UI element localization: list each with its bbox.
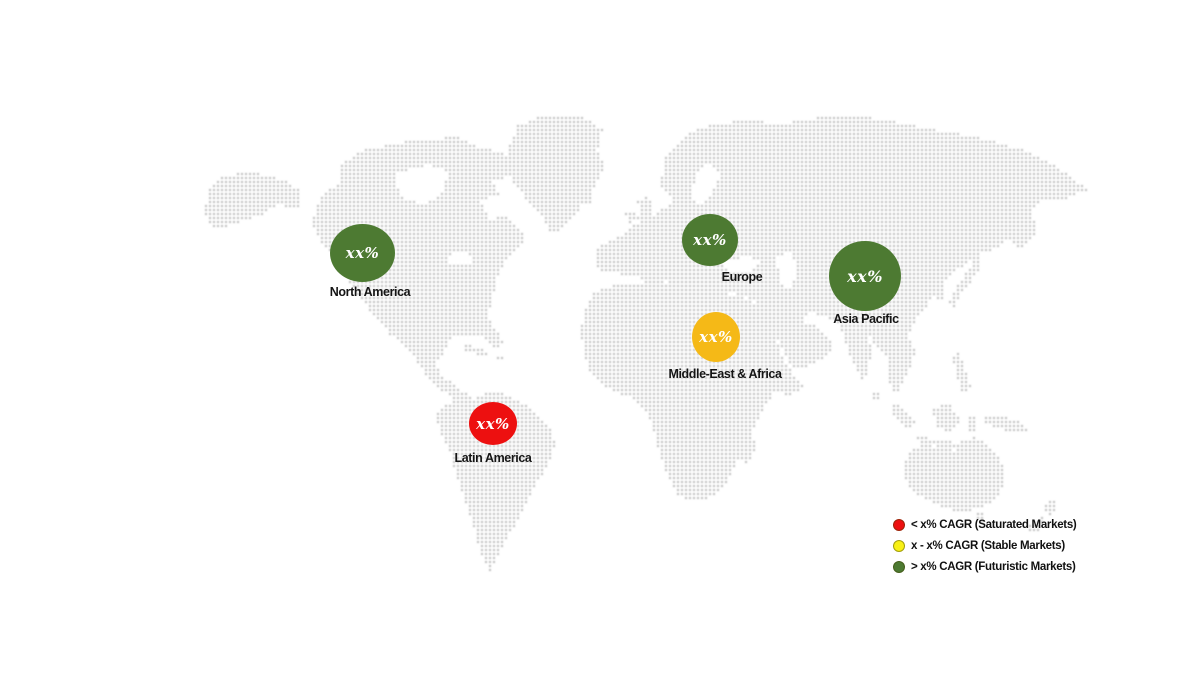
label-europe: Europe: [721, 270, 763, 284]
legend-dot-yellow-icon: [893, 540, 905, 552]
legend-label-stable: x - x% CAGR (Stable Markets): [911, 540, 1065, 552]
cagr-legend: < x% CAGR (Saturated Markets) x - x% CAG…: [893, 518, 1077, 574]
bubble-value-middle-east-africa: xx%: [699, 328, 733, 346]
label-north-america: North America: [329, 285, 411, 299]
legend-dot-green-icon: [893, 561, 905, 573]
label-asia-pacific: Asia Pacific: [833, 312, 899, 326]
bubble-value-latin-america: xx%: [476, 414, 510, 433]
bubble-value-asia-pacific: xx%: [847, 266, 883, 286]
bubble-north-america[interactable]: xx%: [330, 224, 395, 282]
bubble-asia-pacific[interactable]: xx%: [829, 241, 901, 311]
legend-label-saturated: < x% CAGR (Saturated Markets): [911, 519, 1077, 531]
legend-label-futuristic: > x% CAGR (Futuristic Markets): [911, 561, 1076, 573]
bubble-middle-east-africa[interactable]: xx%: [692, 312, 740, 362]
legend-item-saturated: < x% CAGR (Saturated Markets): [893, 518, 1077, 532]
bubble-value-europe: xx%: [693, 231, 727, 249]
bubble-value-north-america: xx%: [345, 244, 380, 262]
label-middle-east-africa: Middle-East & Africa: [668, 367, 782, 381]
bubble-europe[interactable]: xx%: [682, 214, 738, 266]
label-latin-america: Latin America: [454, 451, 532, 465]
legend-item-futuristic: > x% CAGR (Futuristic Markets): [893, 560, 1076, 574]
bubble-latin-america[interactable]: xx%: [469, 402, 517, 445]
legend-dot-red-icon: [893, 519, 905, 531]
legend-item-stable: x - x% CAGR (Stable Markets): [893, 539, 1076, 553]
